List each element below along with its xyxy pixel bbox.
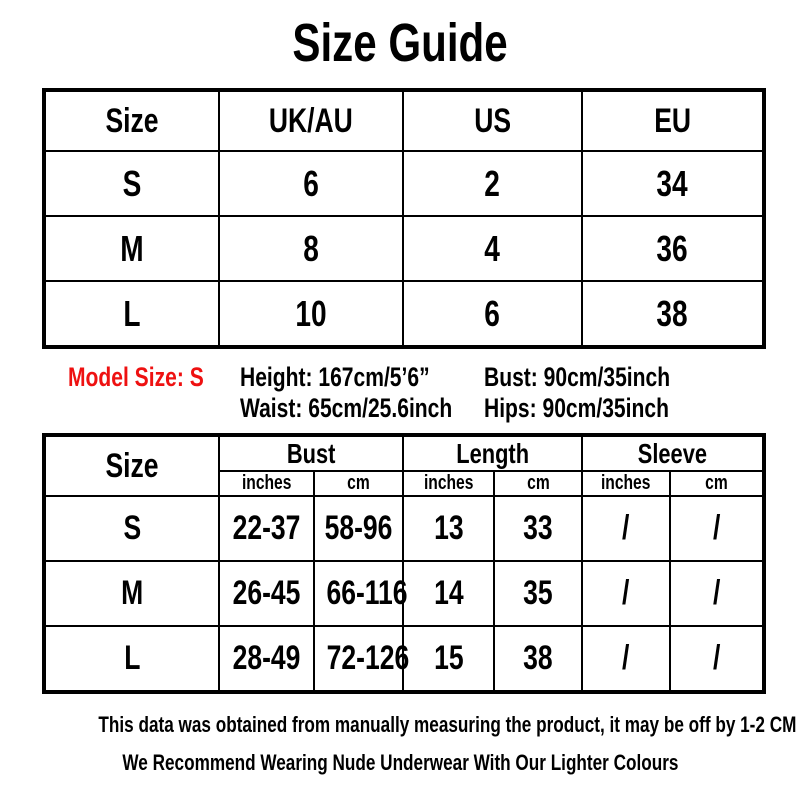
header-cell: UK/AU (218, 89, 404, 152)
cell: 14 (402, 560, 496, 627)
cell: 28-49 (218, 625, 315, 693)
cell: 15 (402, 625, 496, 693)
table-header-row: Size UK/AU US EU (43, 89, 765, 152)
cell: 38 (581, 280, 765, 348)
unit-header: cm (669, 470, 766, 497)
group-header: Bust (217, 434, 405, 472)
model-size-label: Model Size: S (68, 362, 204, 392)
table-header-row: Size Bust Length Sleeve (43, 434, 766, 497)
cell: 4 (402, 215, 583, 282)
unit-header: inches (581, 470, 672, 497)
cell: L (43, 625, 220, 693)
table-row: S 22-37 58-96 13 33 / / (43, 495, 766, 562)
unit-header: cm (312, 470, 405, 497)
model-hips: Hips: 90cm/35inch (484, 393, 669, 423)
cell: S (43, 495, 220, 562)
table-row: L 10 6 38 (43, 280, 765, 348)
cell: / (669, 495, 766, 562)
table-row: L 28-49 72-126 15 38 / / (43, 625, 766, 693)
cell: 10 (218, 280, 404, 348)
cell: M (43, 560, 220, 627)
header-cell: EU (581, 89, 765, 152)
cell: S (43, 150, 220, 217)
measurement-note: This data was obtained from manually mea… (98, 712, 797, 737)
group-header: Sleeve (581, 434, 766, 472)
cell: / (581, 560, 672, 627)
cell: 34 (581, 150, 765, 217)
cell: 58-96 (312, 495, 405, 562)
cell: 26-45 (218, 560, 315, 627)
table-row: M 26-45 66-116 14 35 / / (43, 560, 766, 627)
measurement-table: Size Bust Length Sleeve inches cm inches… (42, 433, 767, 694)
header-cell: Size (43, 434, 220, 497)
page-title: Size Guide (292, 13, 508, 73)
model-bust: Bust: 90cm/35inch (484, 362, 671, 392)
unit-header: inches (402, 470, 496, 497)
cell: 38 (493, 625, 584, 693)
cell: M (43, 215, 220, 282)
cell: L (43, 280, 220, 348)
cell: 33 (493, 495, 584, 562)
unit-header-row: inches cm inches cm inches cm (44, 470, 766, 497)
model-height: Height: 167cm/5’6” (240, 362, 430, 392)
cell: / (669, 560, 766, 627)
cell: 22-37 (218, 495, 315, 562)
cell: / (581, 495, 672, 562)
underwear-note: We Recommend Wearing Nude Underwear With… (121, 750, 679, 775)
cell: 6 (218, 150, 404, 217)
header-cell: US (402, 89, 583, 152)
cell: / (581, 625, 672, 693)
cell: 72-126 (312, 625, 409, 693)
model-waist: Waist: 65cm/25.6inch (240, 393, 453, 423)
cell: 13 (402, 495, 496, 562)
cell: 2 (402, 150, 583, 217)
table-row: M 8 4 36 (43, 215, 765, 282)
group-header: Length (402, 434, 584, 472)
cell: 8 (218, 215, 404, 282)
table-row: S 6 2 34 (43, 150, 765, 217)
cell: / (669, 625, 766, 693)
cell: 35 (493, 560, 584, 627)
unit-header: inches (218, 470, 315, 497)
cell: 6 (402, 280, 583, 348)
unit-header: cm (493, 470, 584, 497)
header-cell: Size (43, 89, 220, 152)
cell: 66-116 (312, 560, 408, 627)
cell: 36 (581, 215, 765, 282)
size-conversion-table: Size UK/AU US EU S 6 2 34 M 8 4 36 L 10 … (42, 88, 766, 349)
